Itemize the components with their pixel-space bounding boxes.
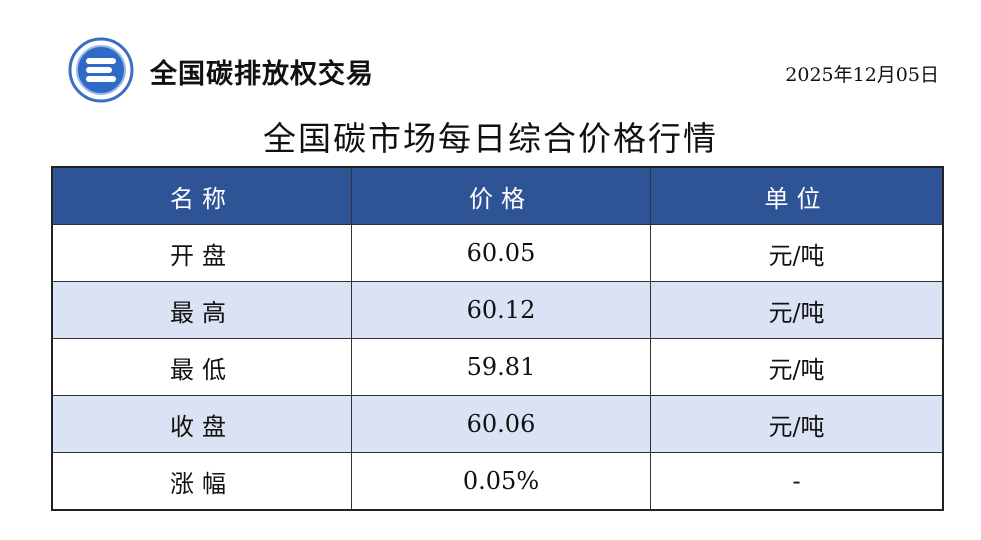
row-price: 59.81 [351,338,651,396]
table-row: 最低 59.81 元/吨 [51,338,944,396]
row-name: 最低 [51,338,352,396]
row-price: 60.05 [351,224,651,282]
table-row: 开盘 60.05 元/吨 [51,224,944,282]
exchange-logo [68,37,134,103]
brand-name: 全国碳排放权交易 [150,59,374,90]
price-table: 名称 价格 单位 开盘 60.05 元/吨 最高 60.12 元/吨 最低 59… [51,166,944,511]
row-name: 收盘 [51,395,352,453]
table-row: 收盘 60.06 元/吨 [51,395,944,453]
row-unit: 元/吨 [650,281,944,339]
row-price: 60.06 [351,395,651,453]
row-unit: - [650,452,944,511]
row-price: 60.12 [351,281,651,339]
row-price: 0.05% [351,452,651,511]
row-unit: 元/吨 [650,395,944,453]
page-title: 全国碳市场每日综合价格行情 [263,119,718,158]
table-header-row: 名称 价格 单位 [51,166,944,225]
table-row: 最高 60.12 元/吨 [51,281,944,339]
row-name: 最高 [51,281,352,339]
row-unit: 元/吨 [650,224,944,282]
report-date: 2025年12月05日 [785,64,939,86]
column-header-price: 价格 [351,166,651,225]
table-row: 涨幅 0.05% - [51,452,944,511]
column-header-name: 名称 [51,166,352,225]
row-unit: 元/吨 [650,338,944,396]
row-name: 涨幅 [51,452,352,511]
row-name: 开盘 [51,224,352,282]
column-header-unit: 单位 [650,166,944,225]
